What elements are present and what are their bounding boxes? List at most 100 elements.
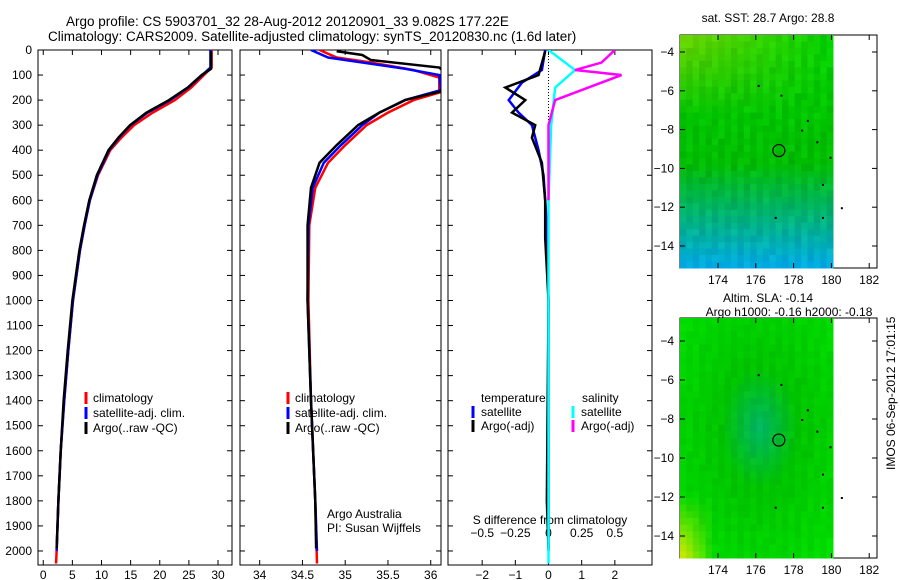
map-cell	[711, 484, 719, 492]
map-cell	[731, 119, 738, 127]
map-cell	[769, 478, 777, 486]
map-cell	[807, 47, 815, 55]
island-marker	[757, 84, 760, 87]
map-cell	[820, 209, 828, 217]
map-cell	[699, 424, 706, 432]
legend-label: satellite	[481, 405, 522, 419]
map-cell	[775, 216, 783, 224]
map-cell	[762, 424, 770, 432]
map-cell	[699, 112, 706, 120]
map-cell	[699, 145, 706, 152]
island-marker	[774, 216, 777, 219]
map-cell	[724, 93, 732, 101]
map-cell	[813, 93, 821, 101]
map-cell	[794, 384, 802, 392]
map-cell	[724, 404, 732, 412]
map-cell	[705, 451, 713, 459]
island-marker	[801, 419, 804, 421]
map-cell	[699, 471, 706, 479]
x-tick-label: 1	[578, 568, 585, 580]
map-cell	[826, 112, 834, 120]
map-cell	[705, 164, 713, 172]
map-cell	[686, 391, 694, 399]
lat-tick-label: −4	[660, 334, 674, 348]
map-cell	[737, 86, 745, 94]
map-cell	[743, 451, 751, 459]
map-cell	[680, 391, 687, 399]
map-cell	[788, 444, 796, 452]
map-cell	[680, 80, 687, 88]
annotation-text: Argo Australia	[327, 507, 402, 521]
map-cell	[686, 324, 694, 332]
map-cell	[801, 99, 808, 107]
map-cell	[826, 242, 834, 250]
map-cell	[762, 196, 770, 204]
map-cell	[718, 511, 726, 519]
map-cell	[686, 125, 694, 133]
map-cell	[705, 99, 713, 107]
map-cell	[769, 411, 777, 419]
map-cell	[756, 444, 764, 452]
map-cell	[718, 177, 726, 185]
map-cell	[718, 464, 726, 472]
map-cell	[782, 411, 789, 419]
map-cell	[737, 183, 745, 191]
map-cell	[743, 538, 751, 546]
map-cell	[813, 164, 821, 172]
map-cell	[807, 458, 815, 466]
map-cell	[692, 177, 700, 185]
map-cell	[788, 544, 796, 552]
map-cell	[775, 458, 783, 466]
map-cell	[794, 318, 802, 326]
map-cell	[750, 67, 757, 75]
map-cell	[711, 151, 719, 159]
map-cell	[801, 318, 808, 326]
map-cell	[769, 331, 777, 339]
map-cell	[750, 190, 757, 198]
map-cell	[769, 371, 777, 379]
map-cell	[826, 424, 834, 432]
map-cell	[769, 344, 777, 352]
map-cell	[794, 216, 802, 224]
map-cell	[788, 478, 796, 486]
island-marker	[780, 94, 783, 97]
map-cell	[737, 378, 745, 386]
map-cell	[724, 242, 732, 250]
map-cell	[718, 255, 726, 263]
map-cell	[711, 351, 719, 359]
map-cell	[692, 47, 700, 55]
map-cell	[724, 86, 732, 94]
x-tick-label: 5	[69, 568, 76, 580]
map-cell	[718, 67, 726, 75]
map-cell	[705, 431, 713, 439]
map-cell	[775, 358, 783, 366]
map-cell	[737, 531, 745, 539]
map-cell	[699, 196, 706, 204]
map-cell	[782, 196, 789, 204]
map-cell	[686, 47, 694, 55]
map-cell	[788, 119, 796, 127]
map-cell	[699, 438, 706, 446]
legend-label: satellite-adj. clim.	[295, 406, 387, 420]
map-cell	[724, 170, 732, 178]
map-cell	[718, 35, 726, 42]
map-cell	[769, 324, 777, 332]
map-cell	[762, 242, 770, 250]
map-cell	[769, 358, 777, 366]
map-cell	[724, 464, 732, 472]
map-cell	[750, 364, 757, 372]
map-cell	[692, 235, 700, 243]
map-cell	[718, 170, 726, 178]
map-cell	[775, 119, 783, 127]
map-cell	[711, 106, 719, 114]
map-cell	[711, 364, 719, 372]
map-cell	[737, 80, 745, 88]
map-cell	[686, 86, 694, 94]
map-cell	[680, 138, 687, 146]
map-cell	[788, 511, 796, 519]
map-cell	[718, 324, 726, 332]
map-cell	[801, 484, 808, 492]
map-cell	[686, 203, 694, 211]
map-cell	[820, 384, 828, 392]
map-cell	[826, 119, 834, 127]
